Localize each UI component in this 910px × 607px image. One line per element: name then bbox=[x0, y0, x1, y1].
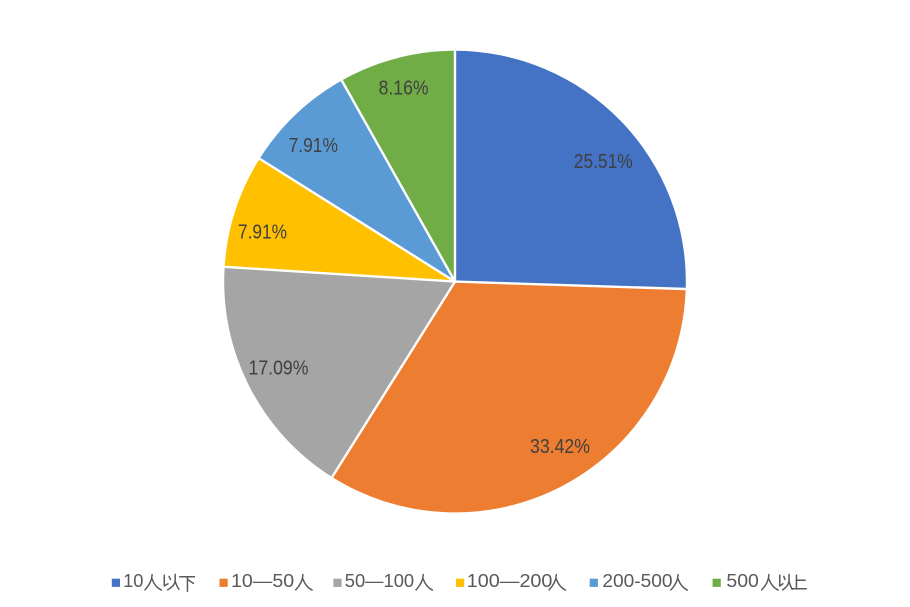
svg-text:33.42%: 33.42% bbox=[530, 436, 590, 458]
svg-text:10—50: 10—50 bbox=[231, 570, 294, 591]
svg-text:500: 500 bbox=[726, 570, 759, 591]
svg-text:50—100: 50—100 bbox=[345, 570, 414, 591]
svg-text:25.51%: 25.51% bbox=[574, 151, 633, 173]
svg-text:200-500: 200-500 bbox=[602, 570, 672, 591]
svg-text:100—200: 100—200 bbox=[467, 570, 553, 591]
svg-text:8.16%: 8.16% bbox=[379, 77, 429, 99]
svg-text:17.09%: 17.09% bbox=[249, 358, 309, 380]
svg-text:10: 10 bbox=[123, 570, 143, 591]
svg-text:7.91%: 7.91% bbox=[289, 135, 339, 157]
svg-text:7.91%: 7.91% bbox=[238, 222, 287, 244]
